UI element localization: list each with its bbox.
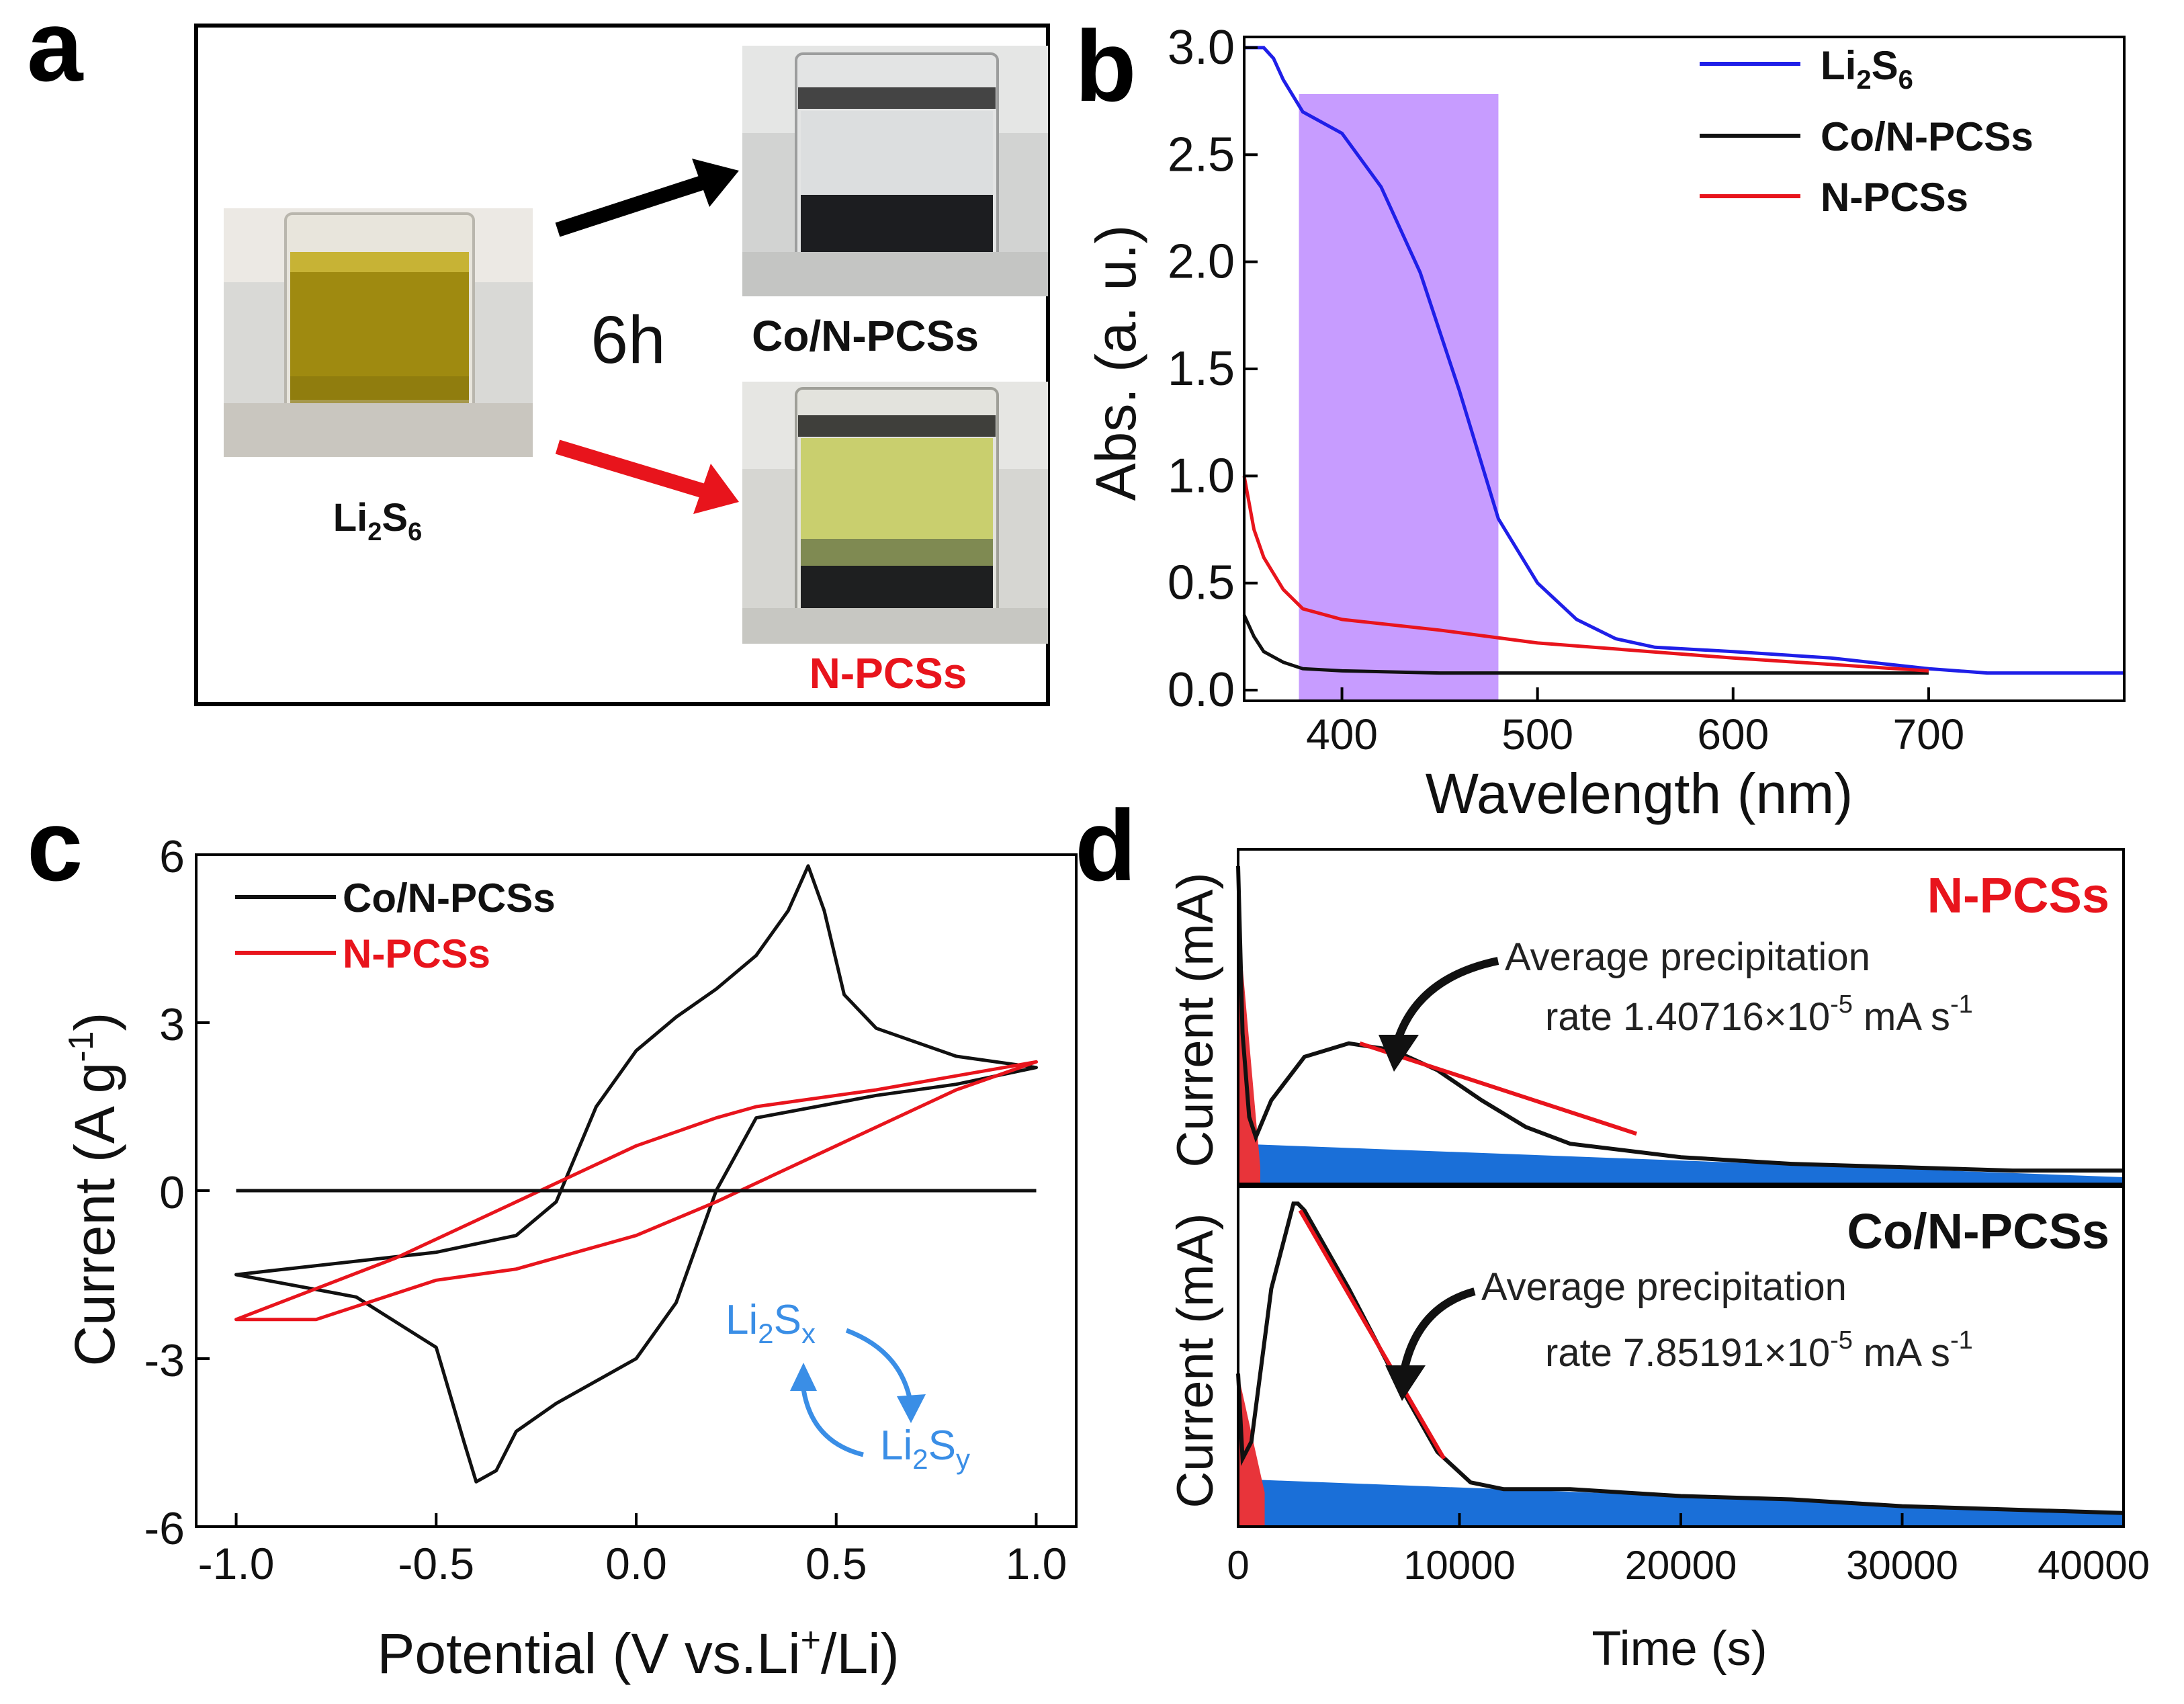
vial-li2s6 xyxy=(224,208,533,457)
panel-b-ylabel: Abs. (a. u.) xyxy=(1084,225,1147,501)
redox-inset: Li2Sx Li2Sy xyxy=(726,1297,970,1475)
ytick-label: 2.0 xyxy=(1168,235,1235,289)
xtick-label: 40000 xyxy=(2038,1543,2150,1588)
series-line-n-pcss xyxy=(234,1060,1038,1322)
panel-c-legend: Co/N-PCSs N-PCSs xyxy=(235,876,556,976)
highlight-band xyxy=(1299,94,1499,701)
series-line-n-pcss xyxy=(1242,475,1929,673)
ytick-label: -6 xyxy=(144,1503,185,1554)
ytick-label: 0 xyxy=(159,1167,185,1218)
panel-d-xlabel: Time (s) xyxy=(1591,1622,1767,1676)
panel-c-ylabel: Current (A g-1) xyxy=(62,1012,126,1366)
xtick-label: 10000 xyxy=(1403,1543,1516,1588)
arrow-red-head xyxy=(693,464,739,514)
series-line-co-n-pcss xyxy=(234,864,1038,1484)
panel-c-xlabel: Potential (V vs.Li+/Li) xyxy=(377,1621,899,1685)
time-label: 6h xyxy=(591,302,665,378)
panel-d-top-ylabel: Current (mA) xyxy=(1167,872,1224,1167)
initial-fill xyxy=(1238,1373,1265,1527)
vial-co-n-pcss xyxy=(742,46,1048,296)
ytick-label: 1.5 xyxy=(1168,342,1235,396)
series-line-li2s6 xyxy=(1244,46,2124,675)
panel-b-letter: b xyxy=(1075,9,1137,122)
inset-label-li2sy: Li2Sy xyxy=(880,1422,970,1475)
panel-b-xlabel: Wavelength (nm) xyxy=(1426,762,1853,825)
co-n-pcss-caption: Co/N-PCSs xyxy=(752,312,979,360)
xtick-label: 1.0 xyxy=(1006,1539,1067,1588)
d-top-note-arrowhead xyxy=(1379,1035,1419,1072)
d-top-note-line1: Average precipitation xyxy=(1505,935,1870,979)
d-bottom-sample-name: Co/N-PCSs xyxy=(1847,1203,2109,1259)
legend-label-c-n-pcss: N-PCSs xyxy=(343,931,490,976)
panel-d: d 0 10000 20000 30000 40000 Time (s) Current… xyxy=(1075,789,2150,1676)
panel-c-letter: c xyxy=(27,789,83,902)
panel-a-letter: a xyxy=(27,0,84,102)
ytick-label: 0.5 xyxy=(1168,556,1235,610)
ytick-label: 2.5 xyxy=(1168,128,1235,181)
inset-arrow-forward-head xyxy=(897,1394,926,1423)
ytick-label: 3.0 xyxy=(1168,21,1235,75)
panel-d-bottom-ylabel: Current (mA) xyxy=(1167,1213,1224,1508)
panel-b-legend: Li2S6 Co/N-PCSs N-PCSs xyxy=(1700,43,2034,220)
inset-arrow-forward xyxy=(845,1328,913,1402)
xtick-label: 0.5 xyxy=(805,1539,867,1588)
panel-a-frame xyxy=(194,24,1050,706)
d-top-note-line2: rate 1.40716×10-5 mA s-1 xyxy=(1545,990,1973,1039)
legend-label-n-pcss: N-PCSs xyxy=(1821,175,1968,220)
xtick-label: 0.0 xyxy=(605,1539,667,1588)
d-top-sample-name: N-PCSs xyxy=(1927,867,2109,923)
d-bottom-note-line1: Average precipitation xyxy=(1481,1265,1847,1309)
xtick-label: 0 xyxy=(1227,1543,1249,1588)
baseline-fill xyxy=(1238,1144,2124,1184)
xtick-label: 30000 xyxy=(1846,1543,1958,1588)
arrow-black xyxy=(555,175,705,237)
vial-n-pcss xyxy=(742,382,1048,644)
ytick-label: 1.0 xyxy=(1168,449,1235,503)
ytick-label: 6 xyxy=(159,831,185,882)
ytick-label: -3 xyxy=(144,1335,185,1386)
legend-label-li2s6: Li2S6 xyxy=(1821,43,1913,95)
d-bottom-note-arrowhead xyxy=(1385,1365,1426,1401)
panel-d-top-frame xyxy=(1237,848,2125,1185)
legend-label-co-n-pcss: Co/N-PCSs xyxy=(1821,114,2034,159)
xtick-label: 600 xyxy=(1697,710,1769,759)
xtick-label: -1.0 xyxy=(198,1539,275,1588)
xtick-label: 700 xyxy=(1892,710,1964,759)
inset-arrow-back-head xyxy=(790,1363,817,1391)
panel-c: c -6 -3 0 3 6 -1.0 -0.5 0.0 0.5 1.0 Potential (V… xyxy=(27,789,1078,1685)
inset-label-li2sx: Li2Sx xyxy=(726,1297,816,1349)
n-pcss-caption: N-PCSs xyxy=(810,649,967,697)
xtick-label: 20000 xyxy=(1625,1543,1737,1588)
legend-label-c-co-n-pcss: Co/N-PCSs xyxy=(343,876,556,921)
initial-fill xyxy=(1238,916,1260,1184)
panel-b: b 0.0 0.5 1.0 1.5 2.0 2.5 3.0 400 500 600 700 Wav… xyxy=(1075,9,2126,825)
d-bottom-note-arrow xyxy=(1400,1287,1476,1372)
li2s6-caption: Li2S6 xyxy=(333,496,423,546)
arrow-red xyxy=(555,439,705,498)
inset-arrow-back xyxy=(800,1383,864,1457)
ytick-label: 3 xyxy=(159,999,185,1050)
d-bottom-note-line2: rate 7.85191×10-5 mA s-1 xyxy=(1545,1326,1973,1375)
panel-d-letter: d xyxy=(1075,789,1137,902)
series-line-co-n-pcss xyxy=(1242,614,1929,675)
precipitation-fit-line xyxy=(1359,1041,1638,1136)
xtick-label: -0.5 xyxy=(398,1539,474,1588)
ytick-label: 0.0 xyxy=(1168,663,1235,717)
d-top-note-arrow xyxy=(1393,957,1499,1043)
panel-a: a Li2S6 xyxy=(27,0,1050,706)
precipitation-fit-line xyxy=(1298,1209,1446,1460)
arrow-black-head xyxy=(692,159,739,207)
xtick-label: 500 xyxy=(1501,710,1573,759)
xtick-label: 400 xyxy=(1306,710,1378,759)
